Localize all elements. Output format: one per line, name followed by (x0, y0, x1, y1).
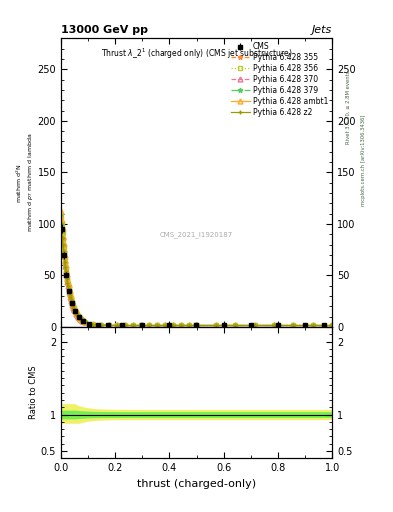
X-axis label: thrust (charged-only): thrust (charged-only) (137, 479, 256, 488)
Text: 13000 GeV pp: 13000 GeV pp (61, 25, 148, 35)
Pythia 6.428 379 (330, 323, 334, 329)
Pythia 6.428 379 (70, 298, 74, 304)
Pythia 6.428 z2 (59, 220, 64, 226)
Pythia 6.428 379 (59, 211, 64, 217)
Pythia 6.428 z2 (330, 323, 334, 329)
Pythia 6.428 ambt1 (107, 323, 112, 329)
Pythia 6.428 355 (59, 215, 64, 221)
Pythia 6.428 379 (75, 311, 79, 317)
Line: Pythia 6.428 356: Pythia 6.428 356 (59, 215, 334, 328)
Pythia 6.428 ambt1 (59, 208, 64, 215)
Pythia 6.428 356 (68, 294, 73, 301)
Pythia 6.428 355 (68, 295, 73, 301)
Pythia 6.428 ambt1 (70, 297, 74, 304)
Pythia 6.428 z2 (75, 312, 79, 318)
Pythia 6.428 ambt1 (330, 323, 334, 329)
Pythia 6.428 379 (310, 323, 315, 329)
Pythia 6.428 356 (107, 323, 112, 329)
Pythia 6.428 z2 (68, 296, 73, 302)
Pythia 6.428 356 (310, 323, 315, 329)
Pythia 6.428 370 (107, 323, 112, 329)
Pythia 6.428 ambt1 (68, 293, 73, 299)
Pythia 6.428 370 (310, 323, 315, 329)
Pythia 6.428 370 (330, 323, 334, 329)
Pythia 6.428 356 (70, 298, 74, 305)
Line: Pythia 6.428 z2: Pythia 6.428 z2 (59, 220, 334, 328)
Pythia 6.428 379 (107, 323, 112, 329)
Pythia 6.428 370 (59, 219, 64, 225)
Y-axis label: mathrm d$^2$N
mathrm d $p_T$ mathrm d lambda: mathrm d$^2$N mathrm d $p_T$ mathrm d la… (15, 133, 35, 232)
Line: Pythia 6.428 ambt1: Pythia 6.428 ambt1 (59, 209, 334, 328)
Pythia 6.428 355 (330, 323, 334, 329)
Pythia 6.428 370 (76, 314, 81, 320)
Pythia 6.428 ambt1 (75, 311, 79, 317)
Pythia 6.428 379 (76, 313, 81, 319)
Text: Jets: Jets (312, 25, 332, 35)
Pythia 6.428 355 (310, 323, 315, 329)
Line: Pythia 6.428 379: Pythia 6.428 379 (59, 212, 334, 328)
Pythia 6.428 370 (75, 312, 79, 318)
Line: Pythia 6.428 355: Pythia 6.428 355 (59, 216, 334, 328)
Pythia 6.428 356 (59, 214, 64, 220)
Pythia 6.428 355 (107, 323, 112, 329)
Pythia 6.428 z2 (70, 300, 74, 306)
Text: Thrust $\lambda\_2^1$ (charged only) (CMS jet substructure): Thrust $\lambda\_2^1$ (charged only) (CM… (101, 47, 292, 61)
Pythia 6.428 ambt1 (310, 323, 315, 329)
Pythia 6.428 355 (70, 299, 74, 305)
Pythia 6.428 356 (76, 313, 81, 319)
Text: mcplots.cern.ch [arXiv:1306.3436]: mcplots.cern.ch [arXiv:1306.3436] (361, 114, 366, 206)
Pythia 6.428 355 (75, 312, 79, 318)
Pythia 6.428 356 (75, 312, 79, 318)
Pythia 6.428 z2 (76, 314, 81, 320)
Y-axis label: Ratio to CMS: Ratio to CMS (29, 366, 38, 419)
Pythia 6.428 ambt1 (76, 313, 81, 319)
Pythia 6.428 356 (330, 323, 334, 329)
Pythia 6.428 355 (76, 313, 81, 319)
Text: CMS_2021_I1920187: CMS_2021_I1920187 (160, 231, 233, 238)
Text: Rivet 3.1.10, ≥ 2.8M events: Rivet 3.1.10, ≥ 2.8M events (345, 71, 350, 144)
Pythia 6.428 379 (68, 294, 73, 300)
Pythia 6.428 370 (70, 300, 74, 306)
Legend: CMS, Pythia 6.428 355, Pythia 6.428 356, Pythia 6.428 370, Pythia 6.428 379, Pyt: CMS, Pythia 6.428 355, Pythia 6.428 356,… (229, 40, 330, 118)
Pythia 6.428 z2 (107, 323, 112, 329)
Line: Pythia 6.428 370: Pythia 6.428 370 (59, 219, 334, 328)
Pythia 6.428 370 (68, 296, 73, 302)
Pythia 6.428 z2 (310, 323, 315, 329)
